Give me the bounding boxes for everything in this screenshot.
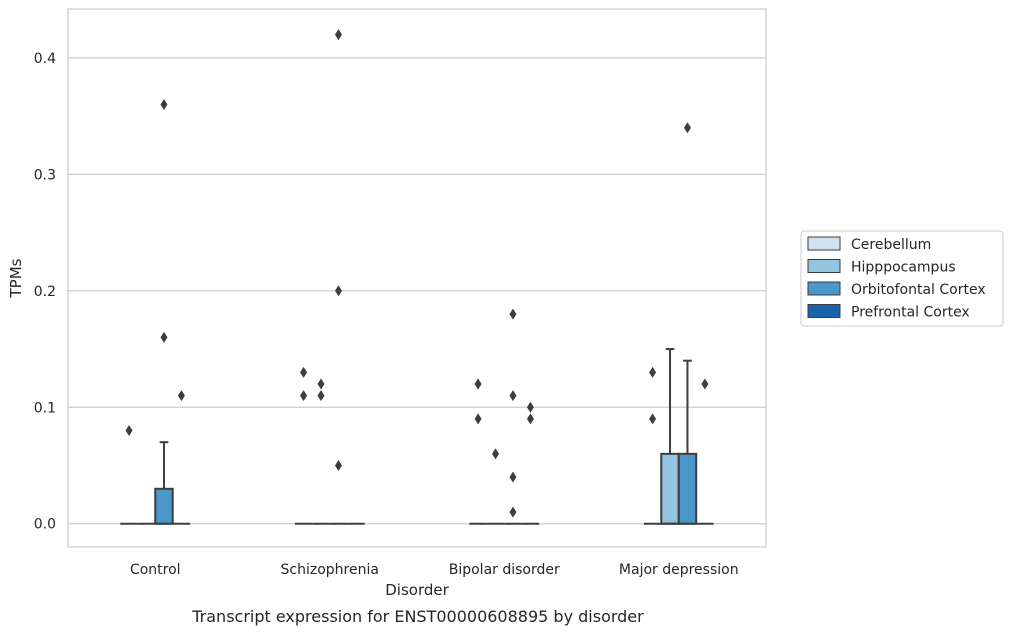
outlier-point — [509, 390, 517, 402]
y-axis-label: TPMs — [7, 258, 25, 298]
outlier-point — [334, 29, 342, 41]
legend-frame — [800, 230, 1004, 327]
outlier-point — [526, 401, 534, 413]
x-tick-label: Bipolar disorder — [449, 562, 560, 578]
box-2-3 — [677, 359, 698, 525]
legend: Cerebellum Hipppocampus Orbitofontal Corte… — [800, 230, 1004, 327]
legend-label: Orbitofontal Cortex — [851, 282, 986, 298]
outlier-point — [160, 331, 168, 343]
outlier-point — [177, 390, 185, 402]
outlier-point — [509, 506, 517, 518]
y-tick-labels: 0.0 0.1 0.2 0.3 0.4 — [34, 51, 56, 533]
box-1-3 — [660, 348, 680, 525]
box-2-0 — [154, 441, 174, 525]
chart-caption: Transcript expression for ENST0000060889… — [191, 607, 644, 626]
outlier-point — [317, 378, 325, 390]
plot-area-frame — [67, 8, 767, 548]
outlier-point — [492, 448, 500, 460]
outlier-point — [649, 366, 657, 378]
x-tick-labels: Control Schizophrenia Bipolar disorder Majo… — [130, 562, 739, 578]
outlier-point — [300, 366, 308, 378]
y-tick-label: 0.3 — [34, 167, 56, 183]
boxes — [120, 348, 714, 525]
x-tick-label: Control — [130, 562, 181, 578]
x-axis-label: Disorder — [385, 581, 449, 599]
legend-label: Hipppocampus — [851, 260, 956, 276]
outlier-point — [334, 459, 342, 471]
outlier-point — [649, 413, 657, 425]
outlier-point — [683, 122, 691, 134]
box-body — [154, 487, 174, 525]
legend-swatch — [807, 236, 841, 251]
legend-swatch — [807, 304, 841, 318]
outlier-point — [474, 413, 482, 425]
outlier-point — [317, 390, 325, 402]
outlier-point — [474, 378, 482, 390]
x-tick-label: Major depression — [619, 562, 739, 578]
x-tick-label: Schizophrenia — [281, 562, 379, 578]
outlier-point — [334, 285, 342, 297]
outlier-point — [701, 378, 709, 390]
y-tick-label: 0.0 — [34, 517, 56, 533]
y-tick-label: 0.2 — [34, 284, 56, 300]
outlier-point — [300, 390, 308, 402]
y-tick-label: 0.4 — [34, 51, 56, 67]
box-body — [677, 452, 698, 525]
box-body — [660, 452, 680, 525]
legend-swatch — [807, 281, 841, 296]
y-tick-label: 0.1 — [34, 400, 56, 416]
outlier-point — [526, 413, 534, 425]
outlier-point — [509, 471, 517, 483]
outlier-point — [125, 425, 133, 437]
legend-label: Prefrontal Cortex — [851, 305, 970, 321]
outliers — [125, 29, 709, 518]
outlier-point — [509, 308, 517, 320]
outlier-point — [160, 98, 168, 110]
legend-label: Cerebellum — [851, 237, 931, 253]
legend-swatch — [807, 259, 841, 273]
